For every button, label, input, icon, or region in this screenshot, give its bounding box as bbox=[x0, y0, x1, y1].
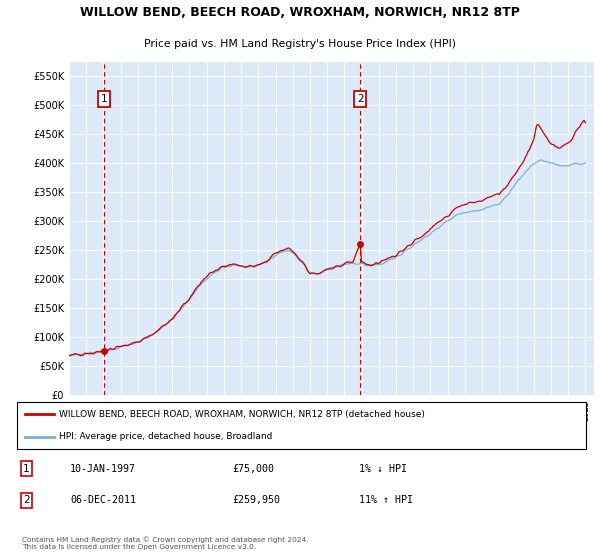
Text: 06-DEC-2011: 06-DEC-2011 bbox=[70, 496, 136, 506]
Text: 2: 2 bbox=[357, 94, 364, 104]
Text: £259,950: £259,950 bbox=[232, 496, 280, 506]
Text: £75,000: £75,000 bbox=[232, 464, 274, 474]
Text: 1: 1 bbox=[101, 94, 107, 104]
Text: WILLOW BEND, BEECH ROAD, WROXHAM, NORWICH, NR12 8TP (detached house): WILLOW BEND, BEECH ROAD, WROXHAM, NORWIC… bbox=[59, 409, 425, 418]
Text: 1: 1 bbox=[23, 464, 30, 474]
Text: 11% ↑ HPI: 11% ↑ HPI bbox=[359, 496, 413, 506]
Text: Price paid vs. HM Land Registry's House Price Index (HPI): Price paid vs. HM Land Registry's House … bbox=[144, 39, 456, 49]
Text: HPI: Average price, detached house, Broadland: HPI: Average price, detached house, Broa… bbox=[59, 432, 273, 441]
Text: Contains HM Land Registry data © Crown copyright and database right 2024.
This d: Contains HM Land Registry data © Crown c… bbox=[22, 536, 309, 550]
Text: WILLOW BEND, BEECH ROAD, WROXHAM, NORWICH, NR12 8TP: WILLOW BEND, BEECH ROAD, WROXHAM, NORWIC… bbox=[80, 6, 520, 20]
Text: 10-JAN-1997: 10-JAN-1997 bbox=[70, 464, 136, 474]
Text: 2: 2 bbox=[23, 496, 30, 506]
Text: 1% ↓ HPI: 1% ↓ HPI bbox=[359, 464, 407, 474]
FancyBboxPatch shape bbox=[17, 403, 586, 449]
